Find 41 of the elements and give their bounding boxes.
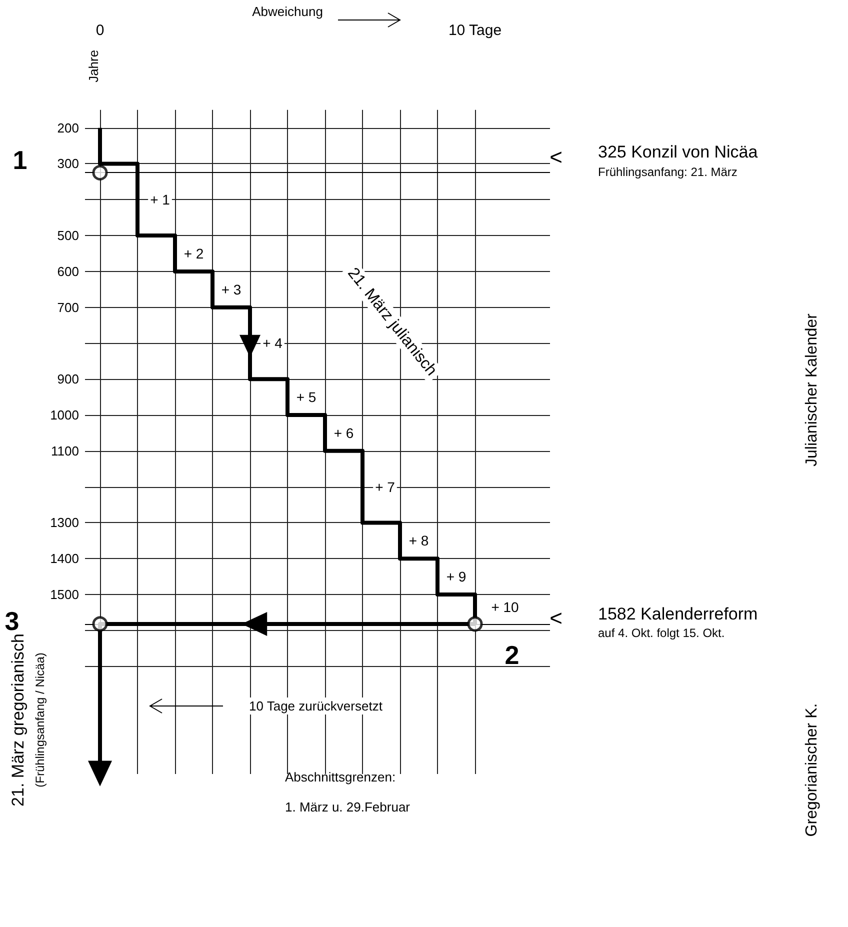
annotation: + 6 [334,424,354,441]
text: Gregorianischer K. [804,703,820,837]
annotation: + 4 [262,335,283,352]
y-tick-label: 1100 [51,443,79,458]
text: 3 [4,606,20,636]
annotation: + 9 [446,568,466,585]
y-tick-label: 700 [57,300,79,315]
text: 1. März u. 29.Februar [285,800,411,814]
annotation: < [550,606,562,630]
annotation: + 7 [375,478,396,495]
annotation: < [550,144,562,170]
annotation: + 1 [150,192,170,208]
annotation: Abschnittsgrenzen: [285,770,396,784]
y-tick-label: 500 [57,228,79,244]
text: Julianischer Kalender [804,312,820,466]
y-tick-label: 1300 [50,515,79,530]
text: 325 Konzil von Nicäa [598,142,758,162]
x-axis-title: Abweichung [252,4,323,19]
annotation: 10 Tage zurückversetzt [249,698,383,714]
y-tick-label: 1500 [50,587,79,602]
annotation: + 3 [221,281,242,298]
text: 1582 Kalenderreform [598,604,758,624]
x-tick-label: 0 [96,22,104,39]
text: (Frühlingsanfang / Nicäa) [33,652,47,788]
annotation: + 8 [408,532,429,549]
y-tick-label: 200 [57,120,79,136]
annotation: + 10 [491,599,520,616]
text: auf 4. Okt. folgt 15. Okt. [598,626,725,640]
annotation: 2 [504,640,520,670]
y-tick-label: 1400 [50,551,79,566]
x-tick-label: 10 Tage [448,22,502,39]
y-tick-label: 600 [57,264,79,279]
y-tick-label: 300 [57,156,79,172]
text: 21. März gregorianisch [8,634,28,806]
y-tick-label: 1000 [50,408,79,423]
text: Frühlingsanfang: 21. März [598,165,738,179]
text: 1 [12,145,28,175]
annotation: + 5 [296,389,316,406]
y-axis-title: Jahre [86,50,101,82]
y-tick-label: 900 [57,372,79,387]
annotation: + 2 [184,245,204,262]
